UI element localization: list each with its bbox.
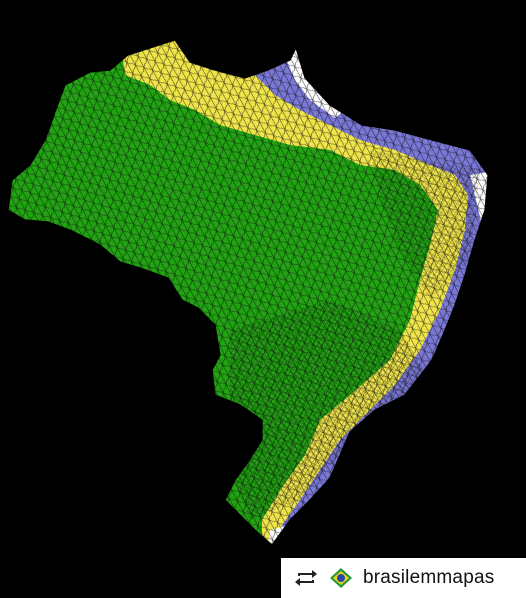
brazil-flag-icon xyxy=(328,566,354,590)
repost-icon xyxy=(293,568,319,588)
account-handle[interactable]: brasilemmapas xyxy=(363,567,495,588)
repost-credit-bar: brasilemmapas xyxy=(281,558,526,598)
